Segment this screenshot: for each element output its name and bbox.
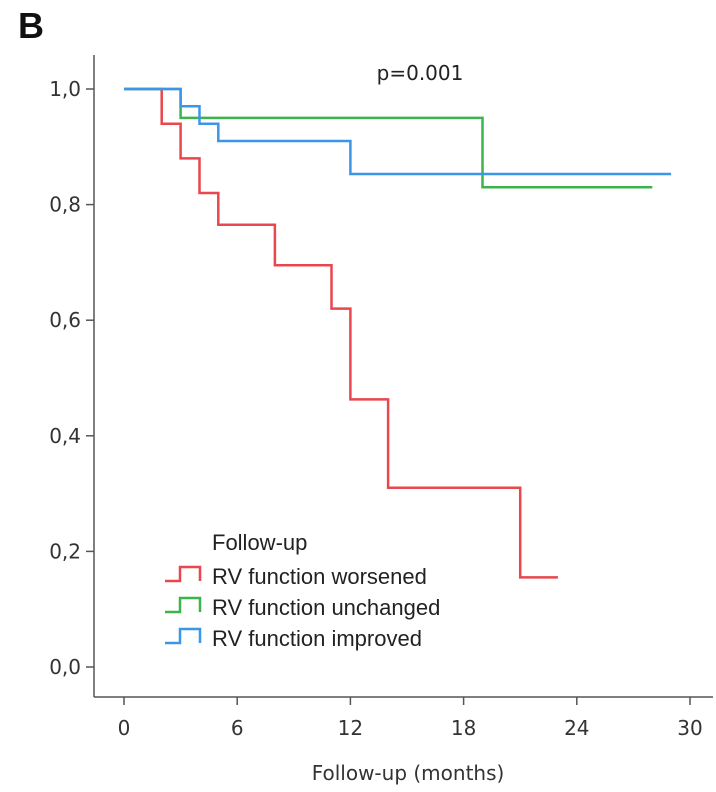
legend-entry-label: RV function improved [212,626,422,651]
x-tick-label: 0 [118,716,131,740]
panel-label: B [18,5,44,46]
series-line-3 [124,87,672,176]
y-ticks: 0,0 0,2 0,4 0,6 0,8 1,0 [49,77,94,679]
series-line-1 [124,87,558,579]
series-line-2 [124,87,653,189]
y-tick-label: 0,4 [49,424,81,448]
x-tick-label: 18 [451,716,476,740]
x-tick-label: 12 [338,716,363,740]
legend-entry-label: RV function unchanged [212,595,440,620]
x-tick-label: 30 [677,716,702,740]
series-layer [124,87,672,579]
y-tick-label: 1,0 [49,77,81,101]
y-tick-label: 0,8 [49,193,81,217]
p-value-annotation: p=0.001 [377,61,464,85]
x-axis-title: Follow-up (months) [312,761,505,785]
legend-swatch [165,565,202,583]
axes: 0,0 0,2 0,4 0,6 0,8 1,0 0 6 12 18 24 30 [49,55,713,740]
legend-items: RV function worsened RV function unchange… [165,564,440,651]
x-tick-label: 24 [564,716,589,740]
y-tick-label: 0,6 [49,308,81,332]
x-tick-label: 6 [231,716,244,740]
legend-entry-label: RV function worsened [212,564,427,589]
y-tick-label: 0,2 [49,539,81,563]
legend-title: Follow-up [212,530,307,555]
y-tick-label: 0,0 [49,655,81,679]
legend-swatch [165,627,202,645]
x-ticks: 0 6 12 18 24 30 [118,697,703,740]
legend-swatch [165,596,202,614]
